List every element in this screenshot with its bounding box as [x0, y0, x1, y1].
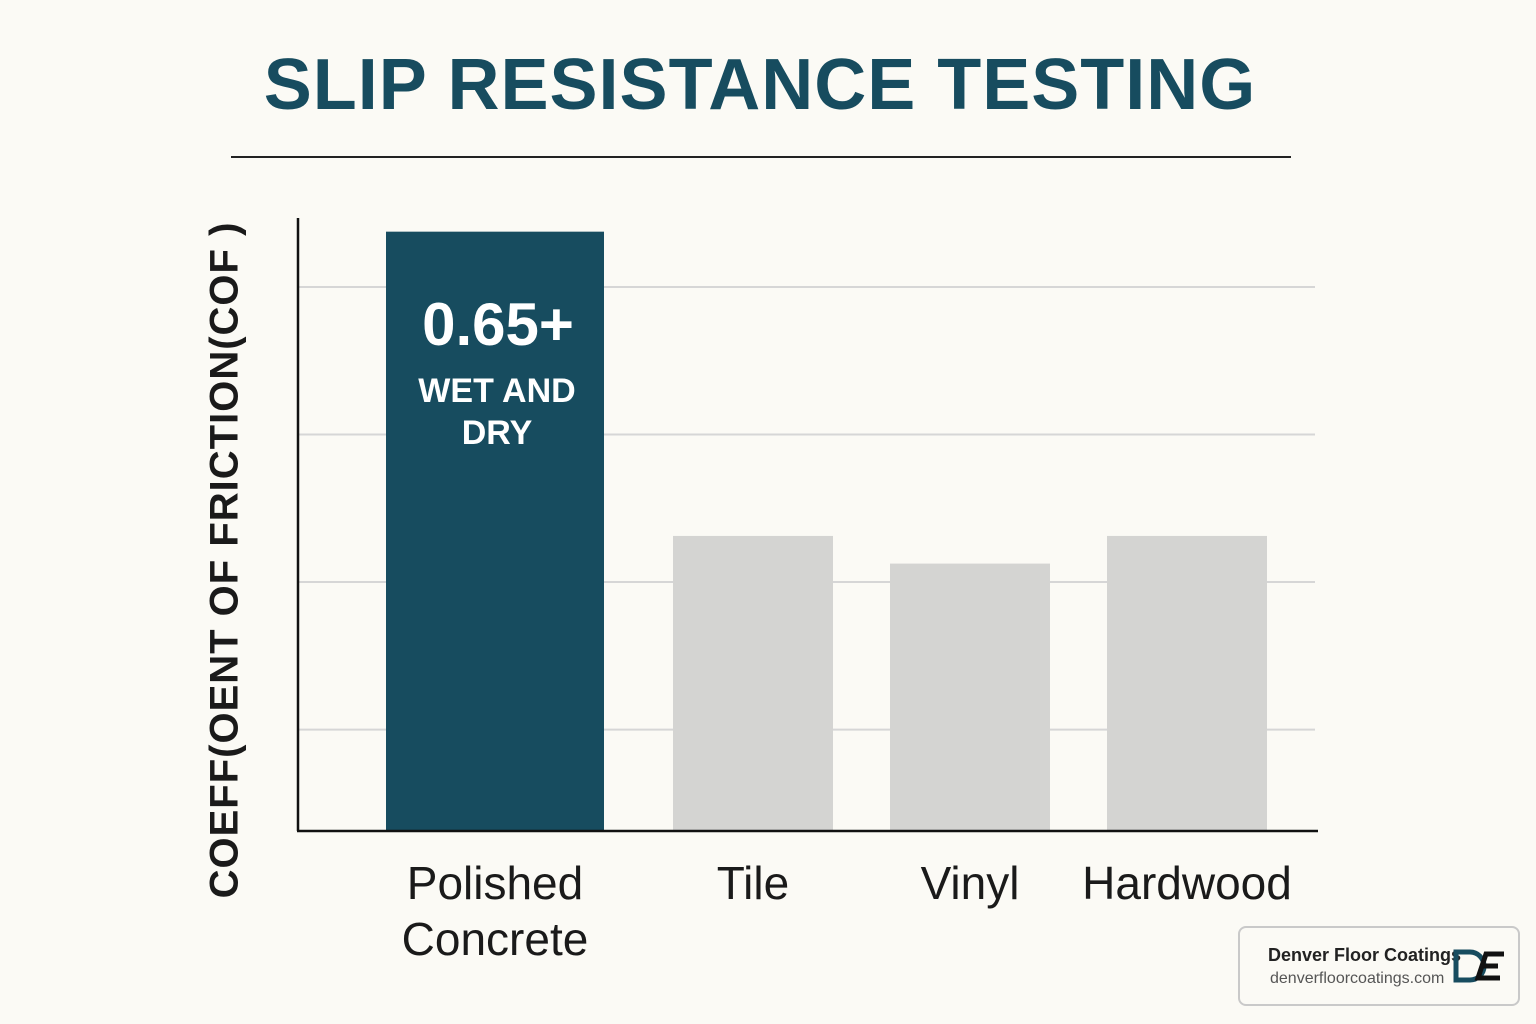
bars — [386, 231, 1267, 832]
bar-annotation: WET AND DRY — [418, 371, 576, 452]
brand-url: denverfloorcoatings.com — [1270, 970, 1445, 987]
x-tick-label: Vinyl — [920, 857, 1020, 909]
chart-title: SLIP RESISTANCE TESTING — [263, 45, 1257, 125]
x-tick-label: Tile — [716, 857, 790, 909]
x-tick-label: Hardwood — [1082, 857, 1292, 909]
bar — [386, 231, 604, 832]
value-label: 0.65+ — [422, 290, 574, 358]
brand-logo — [1453, 949, 1504, 983]
x-tick-label: Polished Concrete — [401, 857, 589, 965]
brand-badge: Denver Floor Coatings denverfloorcoating… — [1238, 926, 1520, 1006]
bar — [673, 535, 833, 831]
brand-name: Denver Floor Coatings — [1268, 945, 1462, 965]
bar — [1107, 535, 1267, 831]
logo-e — [1474, 951, 1504, 981]
bar — [890, 563, 1050, 831]
y-axis-label: COEFF(OENT OF FRICTION(COF ) — [202, 221, 247, 899]
